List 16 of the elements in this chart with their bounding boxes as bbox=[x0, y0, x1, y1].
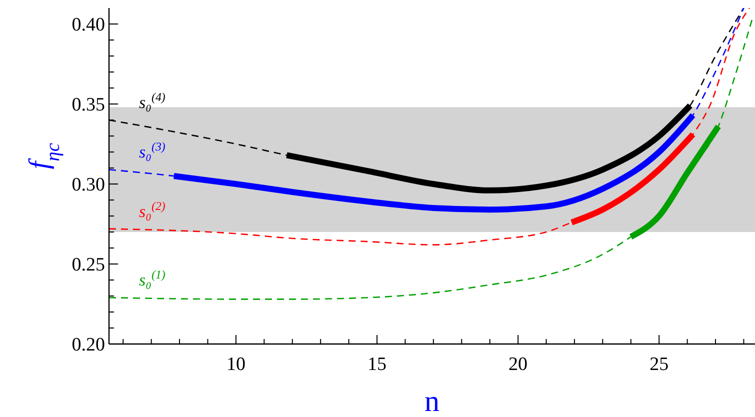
x-tick-label: 10 bbox=[226, 354, 246, 375]
y-tick-label: 0.35 bbox=[72, 94, 105, 116]
series-label: s₀$^{(2)}$ bbox=[139, 198, 166, 221]
x-tick-label: 15 bbox=[367, 354, 386, 375]
line-series bbox=[109, 8, 750, 246]
series-label: s₀$^{(1)}$ bbox=[139, 268, 166, 290]
y-tick-label: 0.25 bbox=[72, 254, 105, 276]
x-tick-label: 25 bbox=[650, 354, 669, 375]
line-series bbox=[109, 18, 753, 300]
y-tick-label: 0.30 bbox=[72, 174, 105, 196]
x-tick-label: 20 bbox=[508, 354, 528, 375]
x-axis-title: n bbox=[424, 385, 440, 417]
y-tick-label: 0.40 bbox=[72, 14, 105, 36]
series-label: s₀$^{(4)}$ bbox=[139, 90, 166, 112]
y-tick-label: 0.20 bbox=[72, 334, 105, 356]
series-label: s₀$^{(3)}$ bbox=[139, 140, 166, 162]
